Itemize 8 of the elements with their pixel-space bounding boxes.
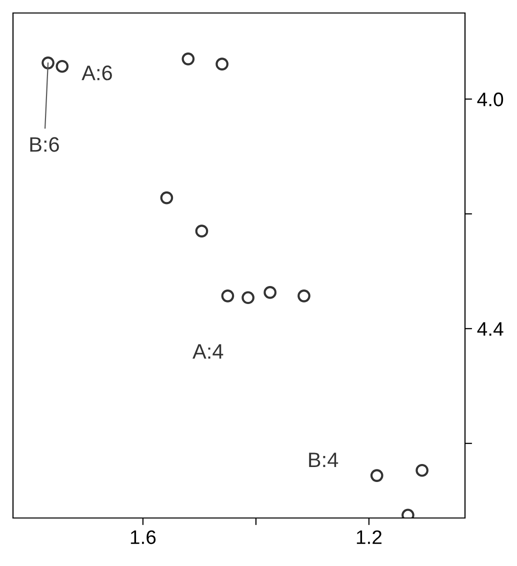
y-tick-label: 4.4 <box>477 322 504 336</box>
y-tick-label: 4.0 <box>477 92 504 106</box>
annotation: A:4 <box>192 344 224 359</box>
annotation: B:4 <box>309 452 338 468</box>
annotation: B:6 <box>30 137 59 152</box>
annotation: A:6 <box>82 66 112 80</box>
x-tick-label: 1.6 <box>130 530 156 544</box>
x-tick-label: 1.2 <box>356 530 382 544</box>
